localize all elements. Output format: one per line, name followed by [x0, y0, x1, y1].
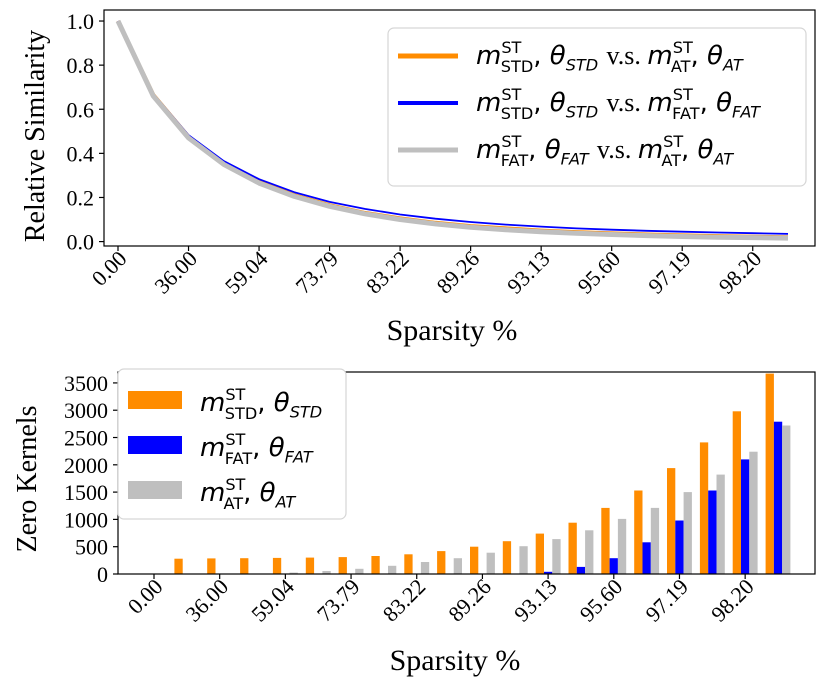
line-ytick-label: 1.0	[67, 9, 95, 34]
line-chart: 0.00.20.40.60.81.00.00 36.00 59.04 73.79 83.…	[20, 9, 816, 347]
bar-series-1	[437, 551, 446, 574]
bar-series-3	[388, 565, 397, 574]
line-legend-box	[387, 27, 807, 187]
bar-series-1	[699, 442, 709, 574]
bar-series-2	[576, 566, 586, 574]
bar-series-1	[634, 490, 643, 574]
line-series-2	[117, 20, 789, 235]
bar-x-axis-label: Sparsity %	[390, 644, 521, 677]
line-legend-label: mST STD, θSTD v.s. mST FAT, θFAT	[476, 85, 761, 123]
bar-series-3	[552, 539, 561, 574]
line-legend: mST STD, θSTD v.s. mST AT, θAT mST STD, θSTD…	[387, 27, 807, 187]
line-y-axis-label: Relative Similarity	[20, 30, 51, 242]
bar-legend-swatch	[128, 391, 182, 409]
bar-series-3	[617, 518, 627, 574]
bar-series-1	[732, 411, 741, 574]
line-xtick-label: 36.00	[149, 246, 202, 299]
line-x-axis-label: Sparsity %	[387, 314, 518, 347]
line-ytick-label: 0.6	[67, 97, 95, 122]
bar-xtick-label: 0.00	[123, 574, 168, 619]
bar-series-3	[486, 552, 495, 574]
line-xtick-label: 97.19	[643, 246, 696, 299]
bar-series-1	[240, 558, 249, 574]
bar-series-1	[535, 533, 544, 574]
bar-xtick-label: 59.04	[246, 574, 299, 627]
bar-series-3	[782, 425, 791, 574]
bar-series-3	[453, 558, 462, 574]
bar-xtick-label: 36.00	[181, 574, 234, 627]
line-series-3	[115, 19, 789, 241]
bar-series-1	[404, 554, 413, 574]
bar-series-1	[371, 556, 380, 574]
bar-ytick-label: 1000	[64, 507, 108, 532]
line-ytick-label: 0.2	[67, 185, 95, 210]
bar-xtick-label: 89.26	[443, 574, 496, 627]
line-xtick-label: 93.13	[502, 246, 555, 299]
bar-xtick-label: 83.22	[378, 574, 431, 627]
bar-xtick-label: 73.79	[312, 574, 365, 627]
bar-series-1	[601, 507, 610, 574]
bar-series-1	[338, 557, 347, 574]
bar-legend-swatch	[128, 436, 182, 454]
bar-series-1	[174, 558, 183, 574]
bar-series-3	[519, 546, 528, 574]
bar-series-2	[741, 459, 750, 574]
bar-series-3	[716, 474, 725, 574]
bar-series-2	[642, 542, 651, 574]
bar-legend: mST STD, θSTD mST FAT, θFAT mST AT, θAT	[117, 368, 347, 520]
bar-legend-label: mST FAT, θFAT	[200, 430, 314, 468]
bar-series-1	[272, 557, 282, 574]
line-ytick-label: 0.4	[67, 141, 95, 166]
bar-series-3	[289, 572, 298, 574]
line-ytick-label: 0.0	[67, 230, 95, 255]
bar-series-2	[675, 520, 684, 574]
bar-ytick-label: 3000	[64, 398, 108, 423]
bar-ytick-label: 2500	[64, 426, 108, 451]
bar-ytick-label: 500	[75, 535, 108, 560]
bar-xtick-label: 98.20	[706, 574, 759, 627]
bar-series-1	[502, 541, 512, 574]
bar-xtick-label: 95.60	[575, 574, 628, 627]
bar-series-3	[683, 492, 692, 574]
bar-series-1	[765, 373, 774, 574]
line-xtick-label: 98.20	[714, 246, 767, 299]
bar-y-axis-label: Zero Kernels	[12, 406, 43, 553]
line-ytick-label: 0.8	[67, 53, 95, 78]
line-legend-label: mST FAT, θFAT v.s. mST AT, θAT	[476, 132, 734, 170]
bar-series-1	[207, 558, 216, 574]
bar-series-1	[667, 468, 676, 574]
bar-series-1	[470, 546, 479, 574]
bar-series-3	[355, 568, 364, 574]
bar-series-1	[568, 522, 577, 574]
bar-series-3	[322, 571, 331, 574]
line-xtick-label: 73.79	[290, 246, 343, 299]
bar-series-2	[708, 490, 717, 574]
line-xtick-label: 83.22	[361, 246, 414, 299]
bar-series-2	[773, 421, 783, 574]
bar-xtick-label: 97.19	[640, 574, 693, 627]
bar-legend-label: mST STD, θSTD	[200, 385, 322, 423]
bar-ytick-label: 0	[97, 562, 108, 587]
bar-legend-label: mST AT, θAT	[200, 475, 296, 513]
bar-legend-swatch	[128, 481, 182, 499]
line-legend-label: mST STD, θSTD v.s. mST AT, θAT	[476, 38, 744, 76]
bar-ytick-label: 3500	[64, 371, 108, 396]
bar-series-2	[609, 558, 618, 574]
bar-xtick-label: 93.13	[509, 574, 562, 627]
bar-series-1	[305, 557, 315, 574]
line-xtick-label: 59.04	[220, 246, 273, 299]
bar-series-2	[544, 571, 553, 574]
bar-series-3	[420, 562, 430, 574]
line-plot-frame	[103, 9, 816, 247]
bar-series-3	[650, 507, 660, 574]
bar-ytick-label: 2000	[64, 453, 108, 478]
line-xtick-label: 95.60	[573, 246, 626, 299]
bar-series-3	[749, 451, 758, 574]
line-xtick-label: 89.26	[431, 246, 484, 299]
bar-series-3	[585, 530, 594, 574]
bar-ytick-label: 1500	[64, 480, 108, 505]
